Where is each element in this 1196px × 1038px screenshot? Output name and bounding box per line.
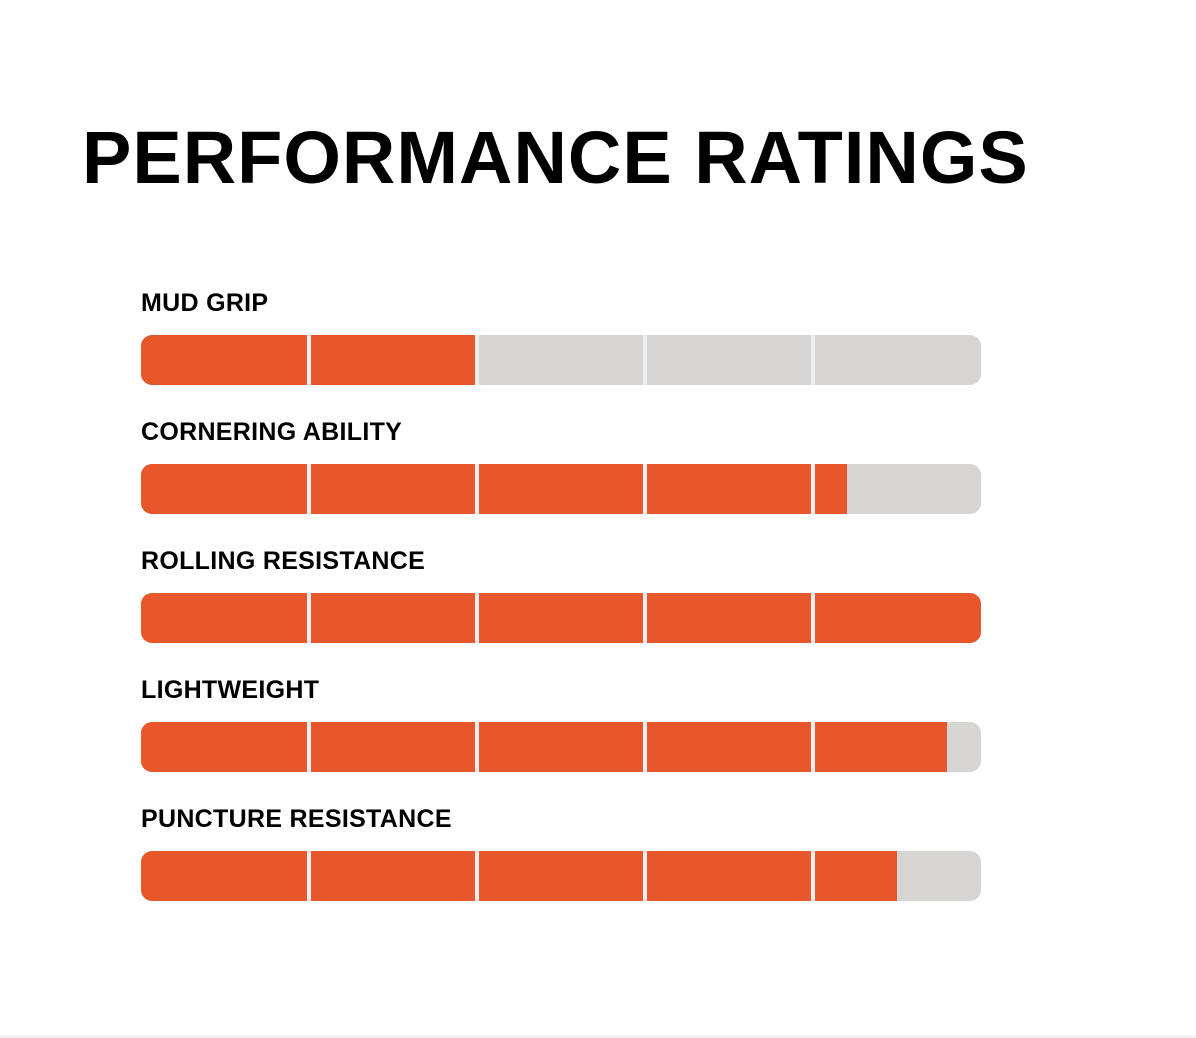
bar-segment-divider (475, 851, 479, 901)
rating-bar (141, 335, 981, 385)
rating-bar-fill (141, 593, 981, 643)
bar-segment-divider (811, 851, 815, 901)
rating-lightweight: LIGHTWEIGHT (141, 674, 981, 803)
page-title: PERFORMANCE RATINGS (82, 116, 1029, 199)
bar-segment-divider (811, 464, 815, 514)
bar-segment-divider (475, 464, 479, 514)
ratings-list: MUD GRIP CORNERING ABILITY ROLLING RESIS… (141, 287, 981, 932)
bar-segment-divider (307, 851, 311, 901)
bar-segment-divider (643, 464, 647, 514)
bar-segment-divider (307, 464, 311, 514)
rating-label: LIGHTWEIGHT (141, 676, 320, 704)
rating-bar (141, 722, 981, 772)
bar-segment-divider (643, 851, 647, 901)
rating-bar (141, 851, 981, 901)
rating-rolling-resistance: ROLLING RESISTANCE (141, 545, 981, 674)
bar-segment-divider (643, 593, 647, 643)
rating-label: ROLLING RESISTANCE (141, 547, 426, 575)
rating-bar-fill (141, 722, 948, 772)
bar-segment-divider (475, 593, 479, 643)
rating-cornering-ability: CORNERING ABILITY (141, 416, 981, 545)
bar-segment-divider (811, 593, 815, 643)
bar-segment-divider (811, 335, 815, 385)
bar-segment-divider (475, 722, 479, 772)
rating-label: PUNCTURE RESISTANCE (141, 805, 452, 833)
bar-segment-divider (307, 722, 311, 772)
rating-bar (141, 464, 981, 514)
bar-segment-divider (307, 593, 311, 643)
rating-bar-fill (141, 464, 847, 514)
rating-bar (141, 593, 981, 643)
bar-segment-divider (475, 335, 479, 385)
bar-segment-divider (643, 335, 647, 385)
rating-bar-fill (141, 851, 897, 901)
rating-puncture-resistance: PUNCTURE RESISTANCE (141, 803, 981, 932)
rating-mud-grip: MUD GRIP (141, 287, 981, 416)
bottom-divider (0, 1035, 1196, 1038)
rating-label: MUD GRIP (141, 289, 269, 317)
bar-segment-divider (811, 722, 815, 772)
bar-segment-divider (643, 722, 647, 772)
rating-label: CORNERING ABILITY (141, 418, 403, 446)
bar-segment-divider (307, 335, 311, 385)
